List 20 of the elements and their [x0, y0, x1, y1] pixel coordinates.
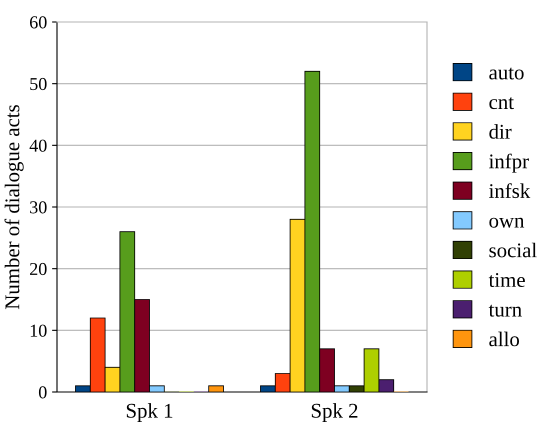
y-tick-label: 30 — [30, 201, 47, 214]
legend-label: infsk — [489, 183, 530, 198]
y-tick-label: 0 — [38, 386, 47, 398]
legend-label: dir — [489, 124, 512, 139]
legend-label: turn — [488, 304, 522, 317]
legend-label: auto — [489, 68, 524, 80]
y-axis-title: Number of dialogue acts — [4, 105, 24, 310]
x-tick-label: Spk 1 — [126, 403, 172, 422]
y-tick-label: 10 — [30, 324, 47, 337]
y-tick-label: 50 — [30, 78, 47, 90]
legend-label: own — [489, 218, 524, 228]
legend-label: social — [489, 242, 537, 258]
y-tick-label: 60 — [30, 16, 47, 28]
y-tick-label: 40 — [30, 140, 47, 152]
legend-label: cnt — [489, 97, 514, 110]
legend-label: infpr — [489, 154, 529, 173]
legend-label: time — [488, 273, 525, 288]
y-tick-label: 20 — [30, 262, 47, 276]
legend-label: allo — [489, 332, 520, 346]
x-tick-label: Spk 2 — [312, 403, 358, 422]
